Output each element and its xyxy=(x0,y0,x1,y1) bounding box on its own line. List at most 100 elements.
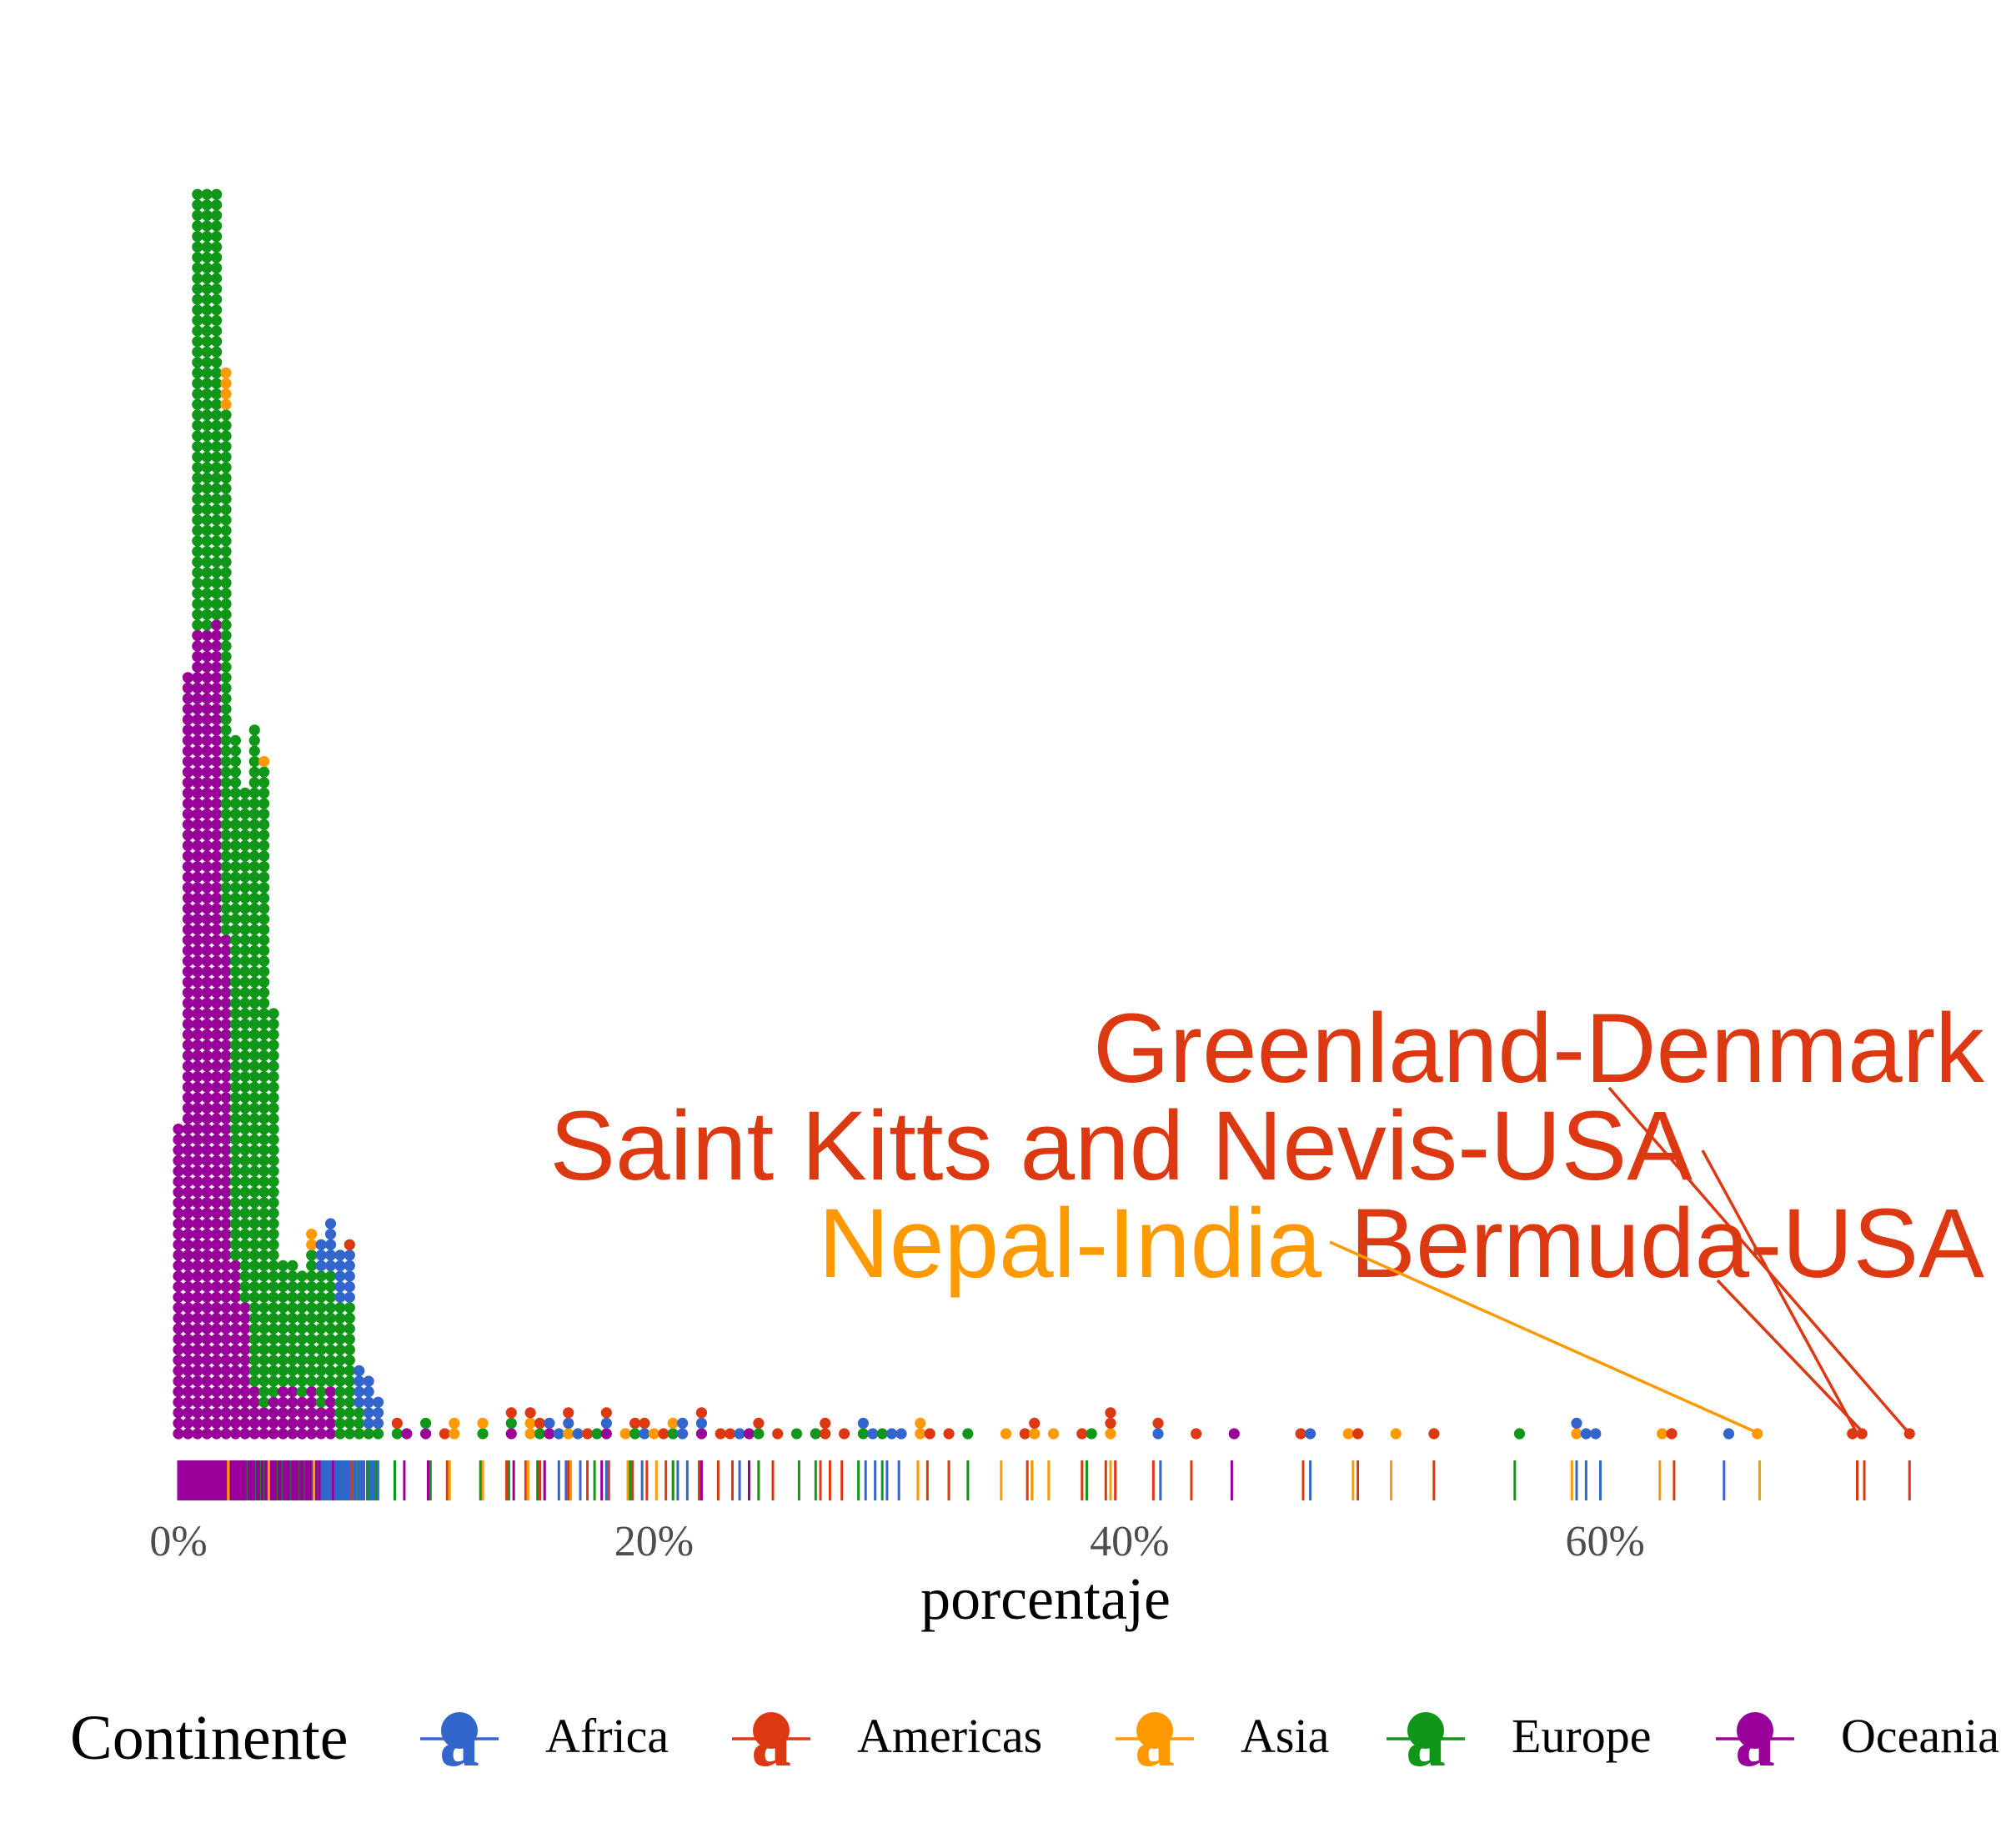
dot-oceania xyxy=(239,1417,251,1429)
dot-europe xyxy=(268,1092,279,1104)
dot-oceania xyxy=(192,1250,203,1261)
dot-americas xyxy=(1029,1417,1041,1429)
dot-oceania xyxy=(306,1417,318,1429)
dot-europe xyxy=(229,777,242,789)
dot-oceania xyxy=(239,1355,251,1366)
dot-europe xyxy=(239,955,251,967)
dot-europe xyxy=(268,1229,279,1240)
dot-europe xyxy=(220,588,232,599)
dot-europe xyxy=(229,1092,242,1104)
dot-africa xyxy=(857,1417,869,1429)
dot-oceania xyxy=(201,1092,213,1104)
dot-oceania xyxy=(211,1019,223,1030)
dot-oceania xyxy=(192,651,203,663)
dot-oceania xyxy=(192,1260,203,1271)
dot-oceania xyxy=(201,1250,213,1261)
dot-europe xyxy=(258,1197,270,1209)
dot-oceania xyxy=(211,1281,223,1293)
dot-oceania xyxy=(192,1060,203,1072)
dot-europe xyxy=(201,293,213,305)
dot-africa xyxy=(334,1250,346,1261)
dot-oceania xyxy=(182,861,194,873)
dot-europe xyxy=(248,1176,260,1188)
dot-europe xyxy=(239,819,251,830)
dot-oceania xyxy=(201,1281,213,1293)
dot-africa xyxy=(315,1250,327,1261)
dot-oceania xyxy=(211,1375,223,1387)
dot-europe xyxy=(229,1229,242,1240)
dot-americas xyxy=(1666,1428,1677,1440)
dot-europe xyxy=(239,787,251,799)
dot-africa xyxy=(344,1291,355,1303)
dot-europe xyxy=(248,1239,260,1250)
dot-europe xyxy=(220,892,232,904)
dot-asia xyxy=(220,398,232,410)
dot-oceania xyxy=(229,1323,242,1335)
dot-europe xyxy=(248,924,260,935)
dot-europe xyxy=(220,850,232,862)
dot-europe xyxy=(192,293,203,305)
dot-oceania xyxy=(201,640,213,652)
dot-oceania xyxy=(258,1417,270,1429)
dot-oceania xyxy=(192,1396,203,1408)
dot-europe xyxy=(239,1260,251,1271)
x-tick-label: 0% xyxy=(149,1518,207,1565)
dot-oceania xyxy=(229,1260,242,1271)
dot-europe xyxy=(211,367,223,378)
dot-europe xyxy=(220,462,232,473)
dot-europe xyxy=(220,598,232,610)
dot-oceania xyxy=(173,1386,184,1398)
dot-europe xyxy=(211,273,223,284)
dot-europe xyxy=(268,1019,279,1030)
dot-europe xyxy=(229,997,242,1009)
dot-oceania xyxy=(287,1428,298,1440)
dot-europe xyxy=(220,629,232,642)
dot-europe xyxy=(201,546,213,558)
dot-europe xyxy=(201,304,213,316)
dot-oceania xyxy=(201,955,213,967)
dot-europe xyxy=(239,1144,251,1156)
dot-europe xyxy=(229,839,242,852)
dot-europe xyxy=(315,1291,327,1303)
dot-europe xyxy=(420,1417,432,1429)
dot-europe xyxy=(354,1428,365,1440)
dot-africa xyxy=(886,1428,898,1440)
dot-europe xyxy=(324,1344,337,1355)
dot-europe xyxy=(344,1386,355,1398)
dot-oceania xyxy=(211,777,223,789)
dot-oceania xyxy=(324,1407,337,1419)
dot-asia xyxy=(449,1428,460,1440)
dot-europe xyxy=(239,1029,251,1040)
dot-europe xyxy=(229,882,242,894)
dot-oceania xyxy=(211,903,223,914)
dot-europe xyxy=(192,304,203,316)
dot-oceania xyxy=(211,1302,223,1314)
dot-europe xyxy=(268,1207,279,1219)
dot-europe xyxy=(239,934,251,946)
dot-africa xyxy=(324,1260,337,1271)
dot-oceania xyxy=(192,976,203,988)
dot-oceania xyxy=(268,1428,279,1440)
dot-europe xyxy=(239,1113,251,1124)
dot-oceania xyxy=(192,734,203,747)
dot-europe xyxy=(667,1428,679,1440)
dot-europe xyxy=(248,1081,260,1093)
dot-europe xyxy=(287,1323,298,1335)
dot-oceania xyxy=(192,809,203,820)
dot-oceania xyxy=(220,1239,232,1250)
dot-europe xyxy=(258,1134,270,1145)
dot-europe xyxy=(229,1176,242,1188)
dot-europe xyxy=(268,1386,279,1398)
dot-europe xyxy=(220,756,232,768)
dot-europe xyxy=(334,1312,346,1324)
dot-oceania xyxy=(192,882,203,894)
dot-europe xyxy=(220,409,232,421)
dot-oceania xyxy=(192,714,203,725)
dot-europe xyxy=(192,283,203,295)
dot-europe xyxy=(277,1312,289,1324)
dot-oceania xyxy=(192,1019,203,1030)
dot-europe xyxy=(287,1375,298,1387)
dot-oceania xyxy=(220,934,232,946)
dot-oceania xyxy=(182,1250,194,1261)
dot-oceania xyxy=(211,682,223,694)
